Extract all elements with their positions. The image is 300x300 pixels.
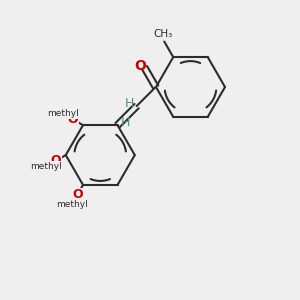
Text: methyl: methyl	[30, 162, 62, 171]
Text: O: O	[68, 113, 79, 126]
Text: CH₃: CH₃	[153, 28, 172, 38]
Text: methyl: methyl	[56, 200, 88, 209]
Text: O: O	[51, 154, 61, 167]
Text: O: O	[134, 59, 146, 73]
Text: H: H	[120, 116, 130, 129]
Text: O: O	[72, 188, 83, 201]
Text: methyl: methyl	[47, 109, 79, 118]
Text: H: H	[124, 97, 134, 110]
